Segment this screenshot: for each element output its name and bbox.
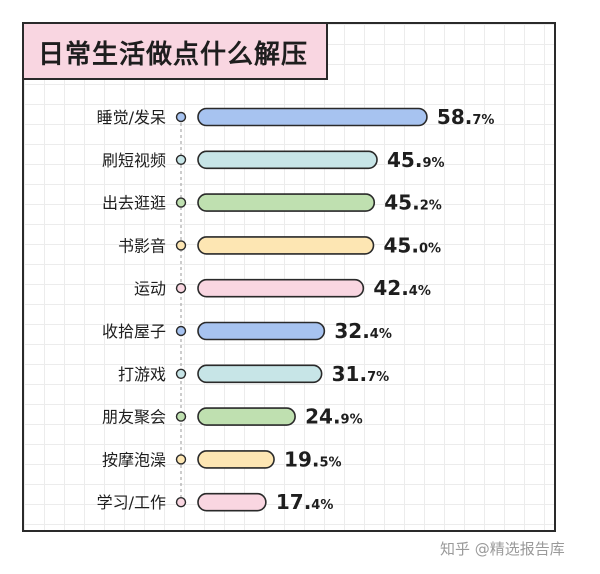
category-label: 书影音	[118, 236, 166, 255]
data-label: 32.4%	[334, 319, 392, 343]
category-label: 学习/工作	[97, 493, 166, 512]
bar	[197, 364, 323, 384]
data-label: 19.5%	[284, 447, 342, 471]
category-dot	[175, 197, 187, 208]
chart-title: 日常生活做点什么解压	[38, 40, 309, 70]
category-dot	[175, 111, 187, 123]
category-label: 按摩泡澡	[102, 450, 166, 469]
category-dot	[175, 283, 187, 294]
bar	[197, 492, 267, 512]
watermark: 知乎 @精选报告库	[440, 540, 565, 558]
category-dot	[175, 497, 187, 508]
category-dot	[175, 411, 187, 422]
category-label: 打游戏	[118, 365, 166, 384]
category-dot	[175, 368, 187, 379]
data-label: 17.4%	[276, 490, 334, 514]
data-label: 45.0%	[384, 233, 442, 257]
bar	[197, 321, 326, 341]
chart-rows: 睡觉/发呆 58.7% 刷短视频 45.9% 出去逛逛 45.2% 书影音 45.0% 运动 42…	[97, 105, 495, 514]
bar	[197, 450, 275, 469]
bar	[197, 278, 365, 298]
data-label: 58.7%	[437, 105, 495, 129]
category-dot	[175, 154, 187, 166]
bar	[197, 150, 378, 170]
category-label: 睡觉/发呆	[97, 108, 166, 127]
category-dot	[175, 240, 187, 251]
category-label: 出去逛逛	[102, 194, 166, 213]
category-label: 朋友聚会	[102, 408, 166, 427]
bar	[197, 193, 376, 212]
data-label: 31.7%	[332, 362, 390, 386]
data-label: 45.9%	[387, 148, 445, 172]
bar	[197, 236, 375, 255]
category-label: 收拾屋子	[102, 322, 166, 341]
title-box	[22, 22, 328, 80]
category-label: 刷短视频	[102, 151, 166, 170]
category-dot	[175, 454, 187, 465]
category-label: 运动	[134, 279, 166, 298]
data-label: 24.9%	[305, 405, 363, 429]
bar	[197, 107, 428, 127]
data-label: 42.4%	[373, 276, 431, 300]
bar	[197, 407, 296, 426]
category-dot	[175, 325, 187, 337]
data-label: 45.2%	[384, 191, 442, 215]
